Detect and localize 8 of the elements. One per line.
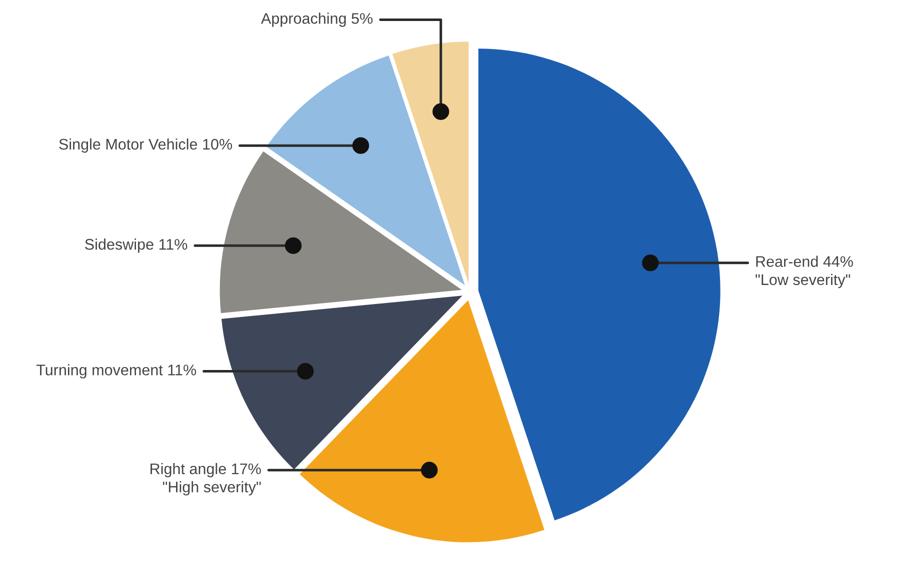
slice-label: Approaching 5% xyxy=(261,12,373,27)
text: "High severity" xyxy=(162,481,261,496)
text: "Low severity" xyxy=(756,274,850,288)
slice-label: Sideswipe 11% xyxy=(85,238,188,253)
slice-label: Single Motor Vehicle 10% xyxy=(59,138,232,153)
slice-label: Turning movement 11% xyxy=(36,364,196,378)
slice-label: Right angle 17% xyxy=(150,463,261,478)
slice-label: Rear-end 44% xyxy=(756,256,853,267)
